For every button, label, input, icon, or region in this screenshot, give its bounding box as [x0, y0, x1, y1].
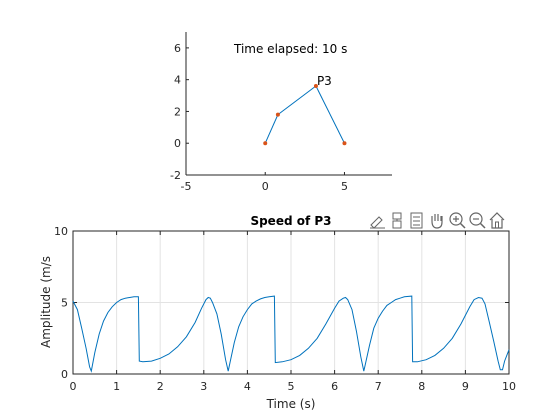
joint-point [263, 141, 268, 146]
joint-point [275, 112, 280, 117]
speed-series-line [72, 295, 510, 373]
bottom-title: Speed of P3 [250, 214, 331, 228]
edit-plot-icon[interactable] [370, 216, 385, 229]
bottom-x-label: Time (s) [266, 397, 316, 411]
bottom-x-tick-label: 1 [113, 380, 120, 393]
top-y-tick-label: 4 [174, 74, 181, 87]
bottom-x-tick-label: 5 [288, 380, 295, 393]
data-tips-icon[interactable] [392, 212, 402, 229]
time-elapsed-annotation: Time elapsed: 10 s [233, 42, 347, 56]
top-x-tick-label: 5 [341, 180, 348, 193]
top-x-tick-label: 0 [262, 180, 269, 193]
joint-point [313, 84, 318, 89]
link-segment [315, 85, 345, 144]
bottom-x-tick-label: 10 [502, 380, 516, 393]
bottom-y-ticks: 0 5 10 [54, 225, 509, 381]
mechanism-links [264, 85, 345, 144]
top-axes: -5 0 5 -2 0 2 4 6 Time elapsed: 10 s P3 [170, 32, 392, 193]
link-segment [277, 85, 317, 116]
bottom-x-tick-label: 0 [70, 380, 77, 393]
bottom-x-ticks: 0 1 2 3 4 5 6 7 8 9 10 [70, 231, 516, 393]
bottom-x-tick-label: 8 [418, 380, 425, 393]
bottom-x-tick-label: 7 [375, 380, 382, 393]
bottom-y-tick-label: 5 [61, 297, 68, 310]
bottom-x-tick-label: 6 [331, 380, 338, 393]
point-label-p3: P3 [317, 74, 332, 88]
link-segment [264, 114, 279, 144]
zoom-in-icon[interactable] [449, 212, 466, 229]
top-y-tick-label: -2 [170, 169, 181, 182]
top-y-tick-label: 2 [174, 105, 181, 118]
bottom-y-tick-label: 10 [54, 225, 68, 238]
mechanism-points [263, 84, 347, 146]
bottom-x-tick-label: 4 [244, 380, 251, 393]
bottom-x-tick-label: 2 [157, 380, 164, 393]
bottom-y-label: Amplitude (m/s [39, 256, 53, 348]
joint-point [342, 141, 347, 146]
brush-icon[interactable] [410, 212, 423, 229]
home-icon[interactable] [489, 212, 505, 229]
bottom-axes: 0 1 2 3 4 5 6 7 8 9 10 0 5 10 Speed of P3 Time (s) A… [39, 214, 516, 411]
top-y-tick-label: 0 [174, 137, 181, 150]
bottom-x-tick-label: 9 [462, 380, 469, 393]
top-y-ticks: -2 0 2 4 6 [170, 42, 189, 182]
top-y-tick-label: 6 [174, 42, 181, 55]
bottom-y-tick-label: 0 [61, 368, 68, 381]
pan-icon[interactable] [431, 214, 443, 229]
zoom-out-icon[interactable] [469, 212, 486, 229]
axes-toolbar [370, 212, 505, 229]
bottom-x-tick-label: 3 [200, 380, 207, 393]
top-x-tick-label: -5 [181, 180, 192, 193]
